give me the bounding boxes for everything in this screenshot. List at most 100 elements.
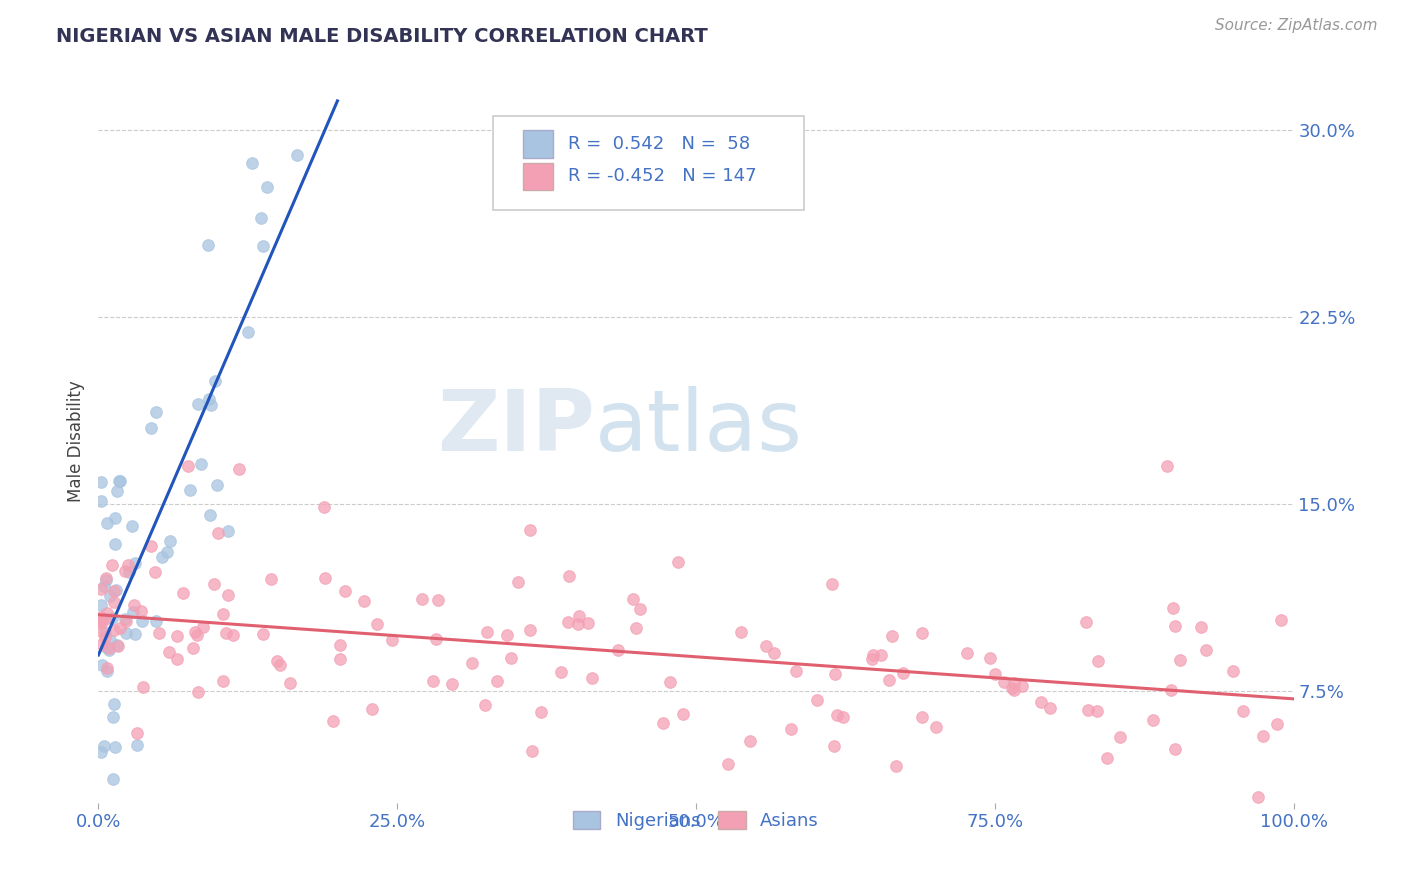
Point — [166, 652, 188, 666]
Point — [910, 625, 932, 640]
Text: NIGERIAN VS ASIAN MALE DISABILITY CORRELATION CHART: NIGERIAN VS ASIAN MALE DISABILITY CORREL… — [56, 27, 709, 45]
Point — [90, 624, 112, 639]
Point — [1164, 619, 1187, 633]
Point — [124, 626, 146, 640]
Point — [93, 739, 115, 754]
Point — [576, 615, 599, 630]
Point — [806, 693, 828, 707]
Point — [159, 533, 181, 548]
Point — [508, 574, 530, 589]
Point — [1002, 682, 1025, 697]
Point — [193, 620, 215, 634]
Point — [717, 756, 740, 771]
Point — [884, 759, 907, 773]
Point — [550, 665, 572, 680]
Point — [212, 607, 235, 622]
Point — [204, 374, 226, 388]
Point — [256, 180, 278, 194]
Point — [129, 604, 152, 618]
Point — [879, 673, 901, 687]
Point — [103, 772, 125, 787]
Point — [103, 595, 125, 609]
Text: R =  0.542   N =  58: R = 0.542 N = 58 — [568, 135, 751, 153]
Point — [118, 566, 141, 580]
Point — [115, 614, 138, 628]
Point — [1074, 615, 1097, 630]
Point — [475, 624, 498, 639]
Point — [148, 626, 170, 640]
Point — [738, 734, 761, 748]
Point — [145, 614, 167, 628]
Point — [426, 593, 449, 607]
Y-axis label: Male Disability: Male Disability — [67, 381, 86, 502]
Point — [568, 609, 591, 624]
Point — [1156, 459, 1178, 474]
Point — [425, 632, 447, 646]
Point — [215, 625, 238, 640]
Point — [93, 579, 115, 593]
Point — [381, 632, 404, 647]
Point — [1087, 654, 1109, 668]
Point — [197, 238, 219, 252]
Point — [101, 611, 124, 625]
Point — [422, 673, 444, 688]
Point — [236, 326, 259, 340]
Text: R = -0.452   N = 147: R = -0.452 N = 147 — [568, 168, 756, 186]
Point — [763, 646, 786, 660]
Point — [197, 392, 219, 407]
Point — [90, 582, 112, 596]
Point — [198, 508, 221, 522]
Point — [984, 667, 1007, 681]
Point — [145, 405, 167, 419]
Point — [252, 627, 274, 641]
Point — [607, 643, 630, 657]
Point — [1168, 653, 1191, 667]
Point — [366, 617, 388, 632]
Point — [110, 474, 132, 488]
Point — [821, 577, 844, 591]
Text: atlas: atlas — [595, 385, 803, 468]
Point — [90, 493, 112, 508]
Point — [621, 591, 644, 606]
Point — [666, 556, 689, 570]
Point — [461, 657, 484, 671]
Point — [557, 569, 579, 583]
Point — [105, 638, 128, 652]
Point — [827, 707, 849, 722]
Point — [1195, 642, 1218, 657]
Point — [250, 211, 273, 225]
Point — [567, 616, 589, 631]
Point — [179, 483, 201, 497]
Point — [101, 710, 124, 724]
Point — [96, 661, 118, 675]
Point — [100, 558, 122, 572]
Point — [131, 615, 153, 629]
Point — [860, 652, 883, 666]
Point — [90, 658, 112, 673]
Point — [755, 639, 778, 653]
Point — [96, 571, 118, 585]
Point — [90, 475, 112, 489]
Point — [103, 584, 125, 599]
Point — [207, 526, 229, 541]
Point — [104, 510, 127, 524]
Point — [96, 516, 118, 530]
Point — [107, 484, 129, 499]
Point — [187, 685, 209, 699]
Point — [139, 539, 162, 553]
Point — [121, 518, 143, 533]
FancyBboxPatch shape — [523, 130, 553, 158]
Point — [202, 577, 225, 591]
Point — [269, 657, 291, 672]
Point — [266, 655, 288, 669]
Point — [122, 599, 145, 613]
Point — [139, 421, 162, 435]
Point — [862, 648, 884, 663]
Point — [893, 665, 915, 680]
Point — [1163, 601, 1185, 615]
Point — [1039, 701, 1062, 715]
Point — [557, 615, 579, 629]
Point — [530, 705, 553, 719]
Point — [314, 571, 336, 585]
Point — [93, 624, 115, 639]
